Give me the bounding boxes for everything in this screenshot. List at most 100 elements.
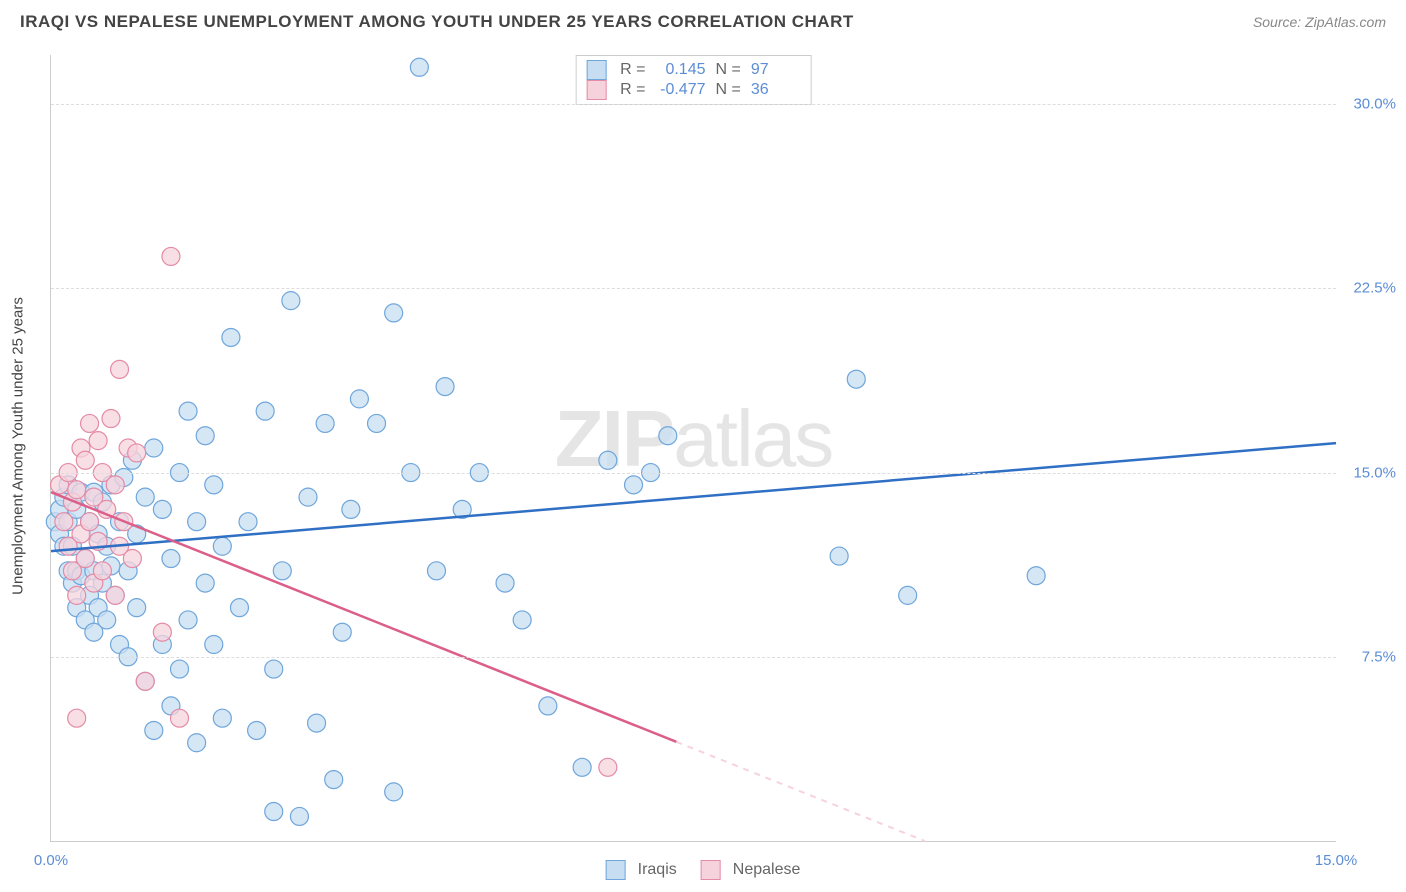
gridline (51, 473, 1336, 474)
data-point (93, 562, 111, 580)
r-label: R = (620, 61, 645, 79)
data-point (205, 636, 223, 654)
y-axis-label: Unemployment Among Youth under 25 years (10, 297, 27, 595)
data-point (171, 709, 189, 727)
data-point (213, 537, 231, 555)
x-tick-label: 0.0% (34, 852, 68, 869)
data-point (153, 500, 171, 518)
data-point (230, 599, 248, 617)
data-point (81, 414, 99, 432)
data-point (179, 611, 197, 629)
y-tick-label: 7.5% (1341, 648, 1396, 665)
data-point (128, 599, 146, 617)
data-point (599, 758, 617, 776)
data-point (68, 709, 86, 727)
data-point (123, 550, 141, 568)
data-point (496, 574, 514, 592)
stats-legend: R = 0.145 N = 97 R = -0.477 N = 36 (575, 55, 812, 105)
data-point (436, 378, 454, 396)
n-value: 97 (751, 61, 801, 79)
legend-label: Nepalese (733, 861, 801, 879)
data-point (308, 714, 326, 732)
data-point (106, 476, 124, 494)
data-point (513, 611, 531, 629)
data-point (368, 414, 386, 432)
data-point (333, 623, 351, 641)
y-tick-label: 30.0% (1341, 96, 1396, 113)
gridline (51, 288, 1336, 289)
data-point (899, 586, 917, 604)
data-point (350, 390, 368, 408)
data-point (625, 476, 643, 494)
legend-swatch (606, 860, 626, 880)
r-value: -0.477 (656, 81, 706, 99)
legend-swatch (586, 60, 606, 80)
y-tick-label: 22.5% (1341, 280, 1396, 297)
legend-swatch (701, 860, 721, 880)
x-tick-label: 15.0% (1315, 852, 1358, 869)
data-point (342, 500, 360, 518)
data-point (539, 697, 557, 715)
trend-line (51, 443, 1336, 551)
n-value: 36 (751, 81, 801, 99)
gridline (51, 104, 1336, 105)
data-point (111, 360, 129, 378)
data-point (599, 451, 617, 469)
stats-legend-row: R = 0.145 N = 97 (586, 60, 801, 80)
data-point (98, 611, 116, 629)
data-point (428, 562, 446, 580)
chart-plot-area: ZIPatlas R =0.145N =97R =-0.477N =36 7.5… (50, 55, 1336, 842)
data-point (222, 328, 240, 346)
data-point (102, 410, 120, 428)
data-point (265, 660, 283, 678)
data-point (1027, 567, 1045, 585)
data-point (136, 672, 154, 690)
data-point (830, 547, 848, 565)
trend-line (51, 492, 676, 742)
legend-swatch (586, 80, 606, 100)
data-point (153, 623, 171, 641)
data-point (76, 451, 94, 469)
r-value: 0.145 (656, 61, 706, 79)
data-point (76, 550, 94, 568)
data-point (385, 783, 403, 801)
data-point (282, 292, 300, 310)
data-point (316, 414, 334, 432)
data-point (68, 481, 86, 499)
data-point (55, 513, 73, 531)
data-point (410, 58, 428, 76)
data-point (847, 370, 865, 388)
trend-line-dashed (676, 742, 924, 841)
chart-source: Source: ZipAtlas.com (1253, 14, 1386, 30)
data-point (299, 488, 317, 506)
data-point (188, 513, 206, 531)
series-legend: Iraqis Nepalese (606, 860, 801, 880)
data-point (179, 402, 197, 420)
scatter-plot-svg (51, 55, 1336, 841)
legend-item: Iraqis (606, 860, 677, 880)
data-point (81, 513, 99, 531)
data-point (205, 476, 223, 494)
r-label: R = (620, 81, 645, 99)
legend-label: Iraqis (638, 861, 677, 879)
data-point (265, 803, 283, 821)
data-point (68, 586, 86, 604)
n-label: N = (716, 81, 741, 99)
data-point (162, 247, 180, 265)
stats-legend-row: R = -0.477 N = 36 (586, 80, 801, 100)
legend-item: Nepalese (701, 860, 801, 880)
chart-header: IRAQI VS NEPALESE UNEMPLOYMENT AMONG YOU… (0, 0, 1406, 40)
data-point (290, 807, 308, 825)
n-label: N = (716, 61, 741, 79)
data-point (325, 771, 343, 789)
data-point (145, 439, 163, 457)
data-point (162, 550, 180, 568)
data-point (106, 586, 124, 604)
data-point (136, 488, 154, 506)
data-point (188, 734, 206, 752)
data-point (171, 660, 189, 678)
y-tick-label: 15.0% (1341, 464, 1396, 481)
data-point (145, 721, 163, 739)
data-point (196, 427, 214, 445)
data-point (89, 432, 107, 450)
